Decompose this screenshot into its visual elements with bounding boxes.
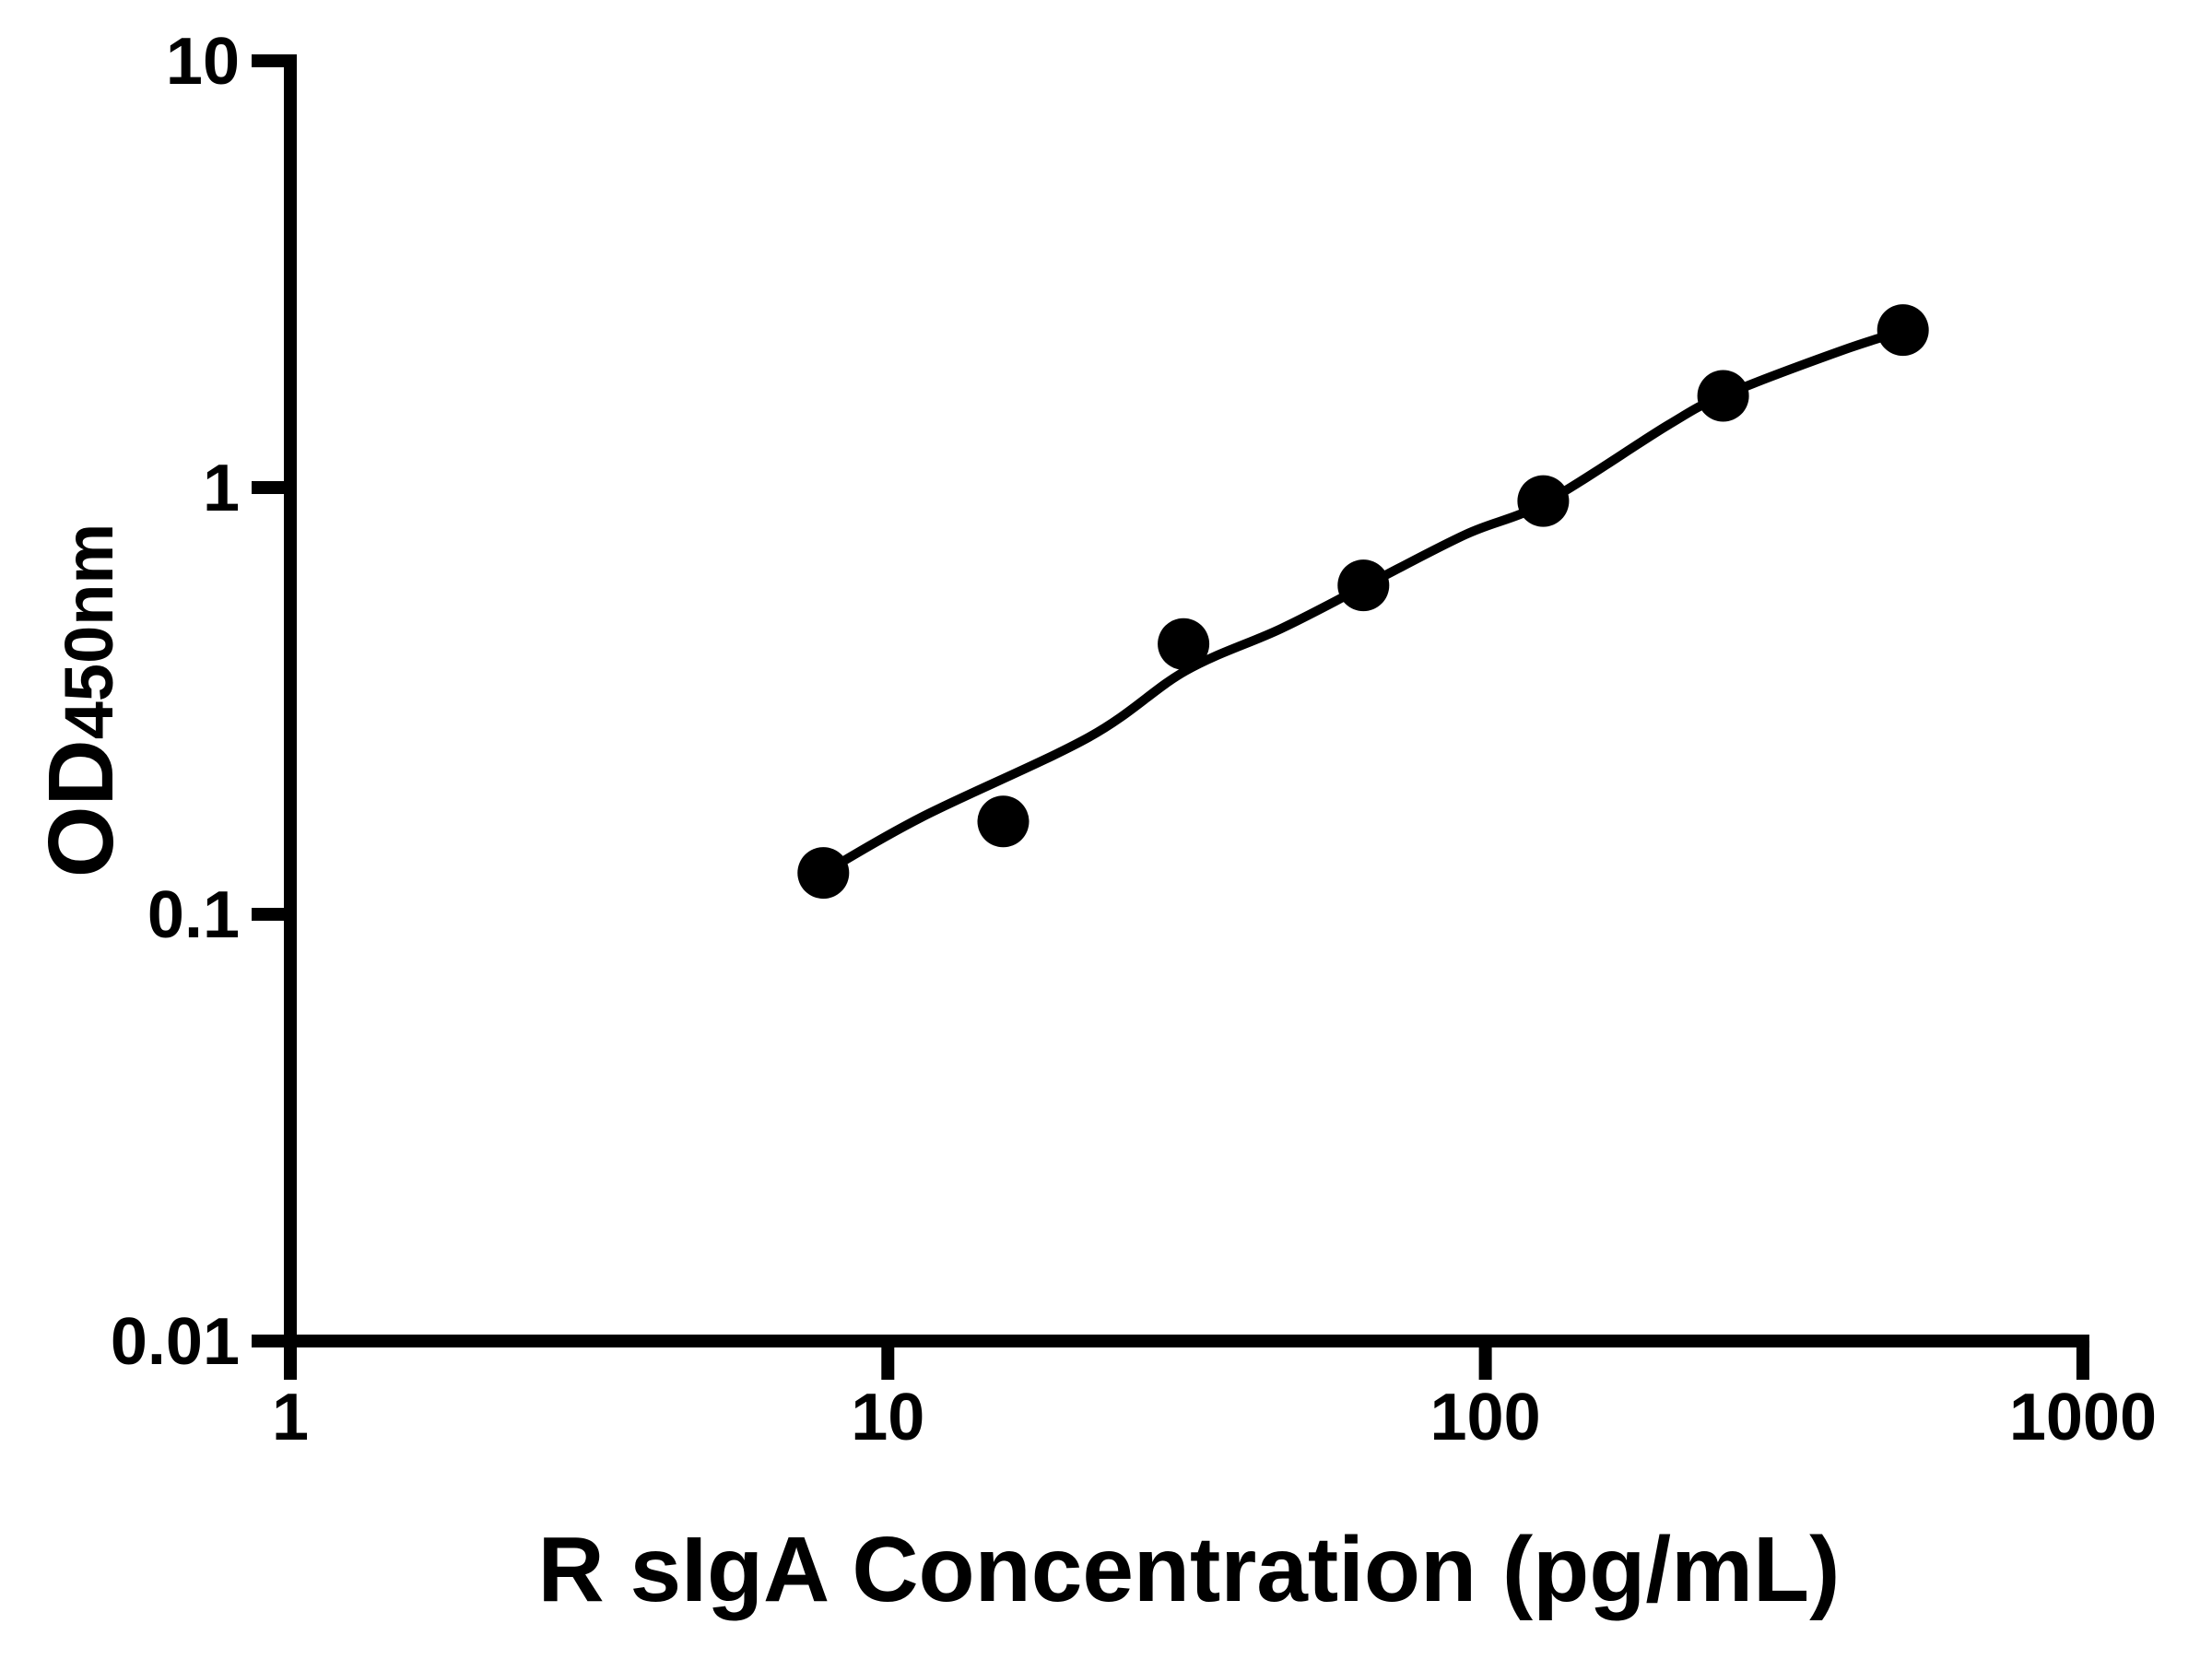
data-point — [797, 847, 850, 900]
y-tick-label: 0.1 — [147, 878, 240, 952]
y-tick-label: 0.01 — [111, 1305, 240, 1379]
data-point — [1337, 559, 1390, 612]
x-axis-title: R sIgA Concentration (pg/mL) — [538, 1518, 1841, 1621]
data-point — [1158, 618, 1210, 670]
data-points — [797, 304, 1929, 900]
data-point — [1877, 304, 1929, 357]
y-tick-label: 10 — [166, 25, 240, 99]
tick-labels: 10 1 0.1 0.01 1 10 100 1000 — [111, 25, 2157, 1454]
data-point — [977, 795, 1030, 848]
x-tick-label: 1 — [272, 1381, 309, 1454]
x-tick-label: 1000 — [2009, 1381, 2157, 1454]
data-point — [1517, 475, 1570, 527]
y-axis-title-main: OD — [29, 739, 133, 877]
x-tick-label: 100 — [1430, 1381, 1541, 1454]
axes — [252, 54, 2089, 1380]
y-axis-title-sub: 450nm — [51, 524, 127, 739]
data-point — [1697, 370, 1749, 422]
y-tick-label: 1 — [203, 452, 240, 525]
y-axis-title: OD450nm — [29, 524, 133, 877]
x-tick-label: 10 — [851, 1381, 924, 1454]
